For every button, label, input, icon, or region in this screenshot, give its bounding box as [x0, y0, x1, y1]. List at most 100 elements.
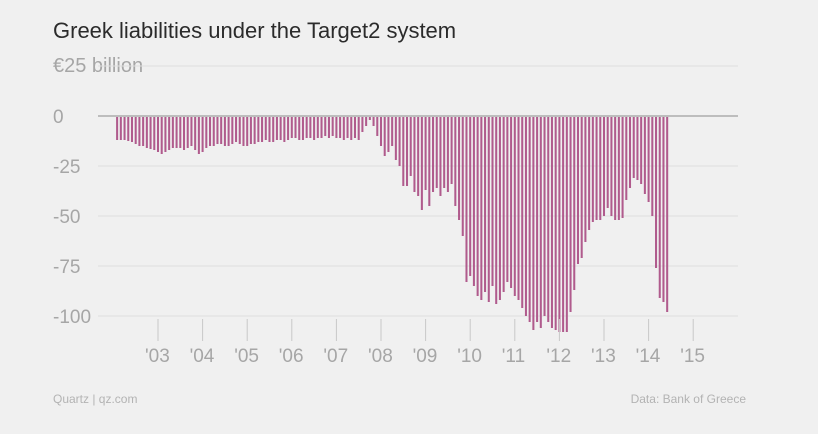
bar — [450, 116, 453, 184]
bar — [632, 116, 635, 178]
bar-series — [116, 116, 669, 332]
bar — [212, 116, 215, 146]
bar — [175, 116, 178, 148]
bar — [279, 116, 282, 140]
bar — [413, 116, 416, 192]
bar — [160, 116, 163, 154]
bar — [261, 116, 264, 142]
bar — [513, 116, 516, 296]
bar — [130, 116, 133, 142]
bar — [116, 116, 119, 140]
bar — [602, 116, 606, 216]
bar — [554, 116, 557, 330]
bar — [584, 116, 587, 242]
bar — [432, 116, 435, 192]
bar — [573, 116, 576, 290]
bar — [662, 116, 665, 302]
bar — [658, 116, 661, 298]
bar — [402, 116, 405, 186]
bar — [149, 116, 152, 149]
bar — [205, 116, 208, 148]
bar — [636, 116, 639, 180]
bar — [342, 116, 345, 140]
bar — [498, 116, 501, 300]
x-tick-label: '05 — [234, 346, 259, 367]
bar — [580, 116, 583, 258]
x-tick-label: '07 — [323, 346, 348, 367]
bar — [372, 116, 375, 126]
bar — [379, 116, 383, 146]
bar — [446, 116, 449, 192]
bar — [420, 116, 423, 210]
bar — [209, 116, 212, 146]
bar — [238, 116, 241, 144]
x-tick-label: '03 — [145, 346, 170, 367]
bar — [547, 116, 550, 322]
bar — [194, 116, 197, 150]
bar — [320, 116, 323, 138]
bar — [428, 116, 431, 206]
bar — [591, 116, 594, 222]
y-tick-label: -25 — [53, 157, 80, 178]
bar — [138, 116, 141, 146]
bar — [294, 116, 297, 138]
source-credit: Quartz | qz.com — [53, 392, 138, 406]
bar — [287, 116, 290, 140]
bar — [558, 116, 561, 332]
bar — [216, 116, 219, 144]
x-tick-label: '14 — [636, 346, 661, 367]
bar — [643, 116, 646, 194]
bar — [327, 116, 330, 138]
bar — [655, 116, 658, 268]
bar — [621, 116, 624, 218]
bar — [651, 116, 654, 216]
bar — [357, 116, 360, 140]
bar — [186, 116, 189, 148]
chart-title: Greek liabilities under the Target2 syst… — [53, 18, 457, 43]
bar — [324, 116, 327, 136]
bar — [145, 116, 148, 148]
y-axis-ticks: 0 -25 -50 -75 -100 — [53, 107, 91, 328]
bar — [253, 116, 256, 144]
bar — [539, 116, 542, 328]
bar — [439, 116, 442, 196]
bar — [524, 116, 527, 316]
bar — [227, 116, 230, 146]
x-tick-label: '08 — [368, 346, 393, 367]
bar — [614, 116, 617, 220]
bar — [405, 116, 409, 186]
bar — [127, 116, 130, 141]
bar — [182, 116, 186, 150]
bar — [610, 116, 613, 216]
bar — [458, 116, 461, 220]
bar — [249, 116, 252, 144]
bar — [305, 116, 308, 138]
y-tick-label: 0 — [53, 107, 64, 128]
bar — [435, 116, 438, 188]
bar — [576, 116, 579, 264]
bar — [201, 116, 204, 152]
bar — [361, 116, 364, 132]
bar — [617, 116, 620, 220]
bar — [339, 116, 342, 138]
bar — [335, 116, 338, 138]
bar — [316, 116, 319, 138]
bar — [153, 116, 156, 150]
bar — [550, 116, 553, 328]
bar — [506, 116, 509, 282]
bar — [313, 116, 316, 140]
bar — [394, 116, 397, 160]
bar — [469, 116, 472, 276]
bar — [647, 116, 650, 202]
bar — [231, 116, 234, 144]
bar — [383, 116, 386, 156]
bar — [666, 116, 669, 312]
y-tick-label: -100 — [53, 307, 91, 328]
bar — [517, 116, 520, 300]
bar — [301, 116, 304, 140]
bar — [595, 116, 598, 220]
bar — [190, 116, 193, 146]
bar — [521, 116, 524, 308]
bar — [532, 116, 535, 330]
data-source: Data: Bank of Greece — [630, 392, 746, 406]
